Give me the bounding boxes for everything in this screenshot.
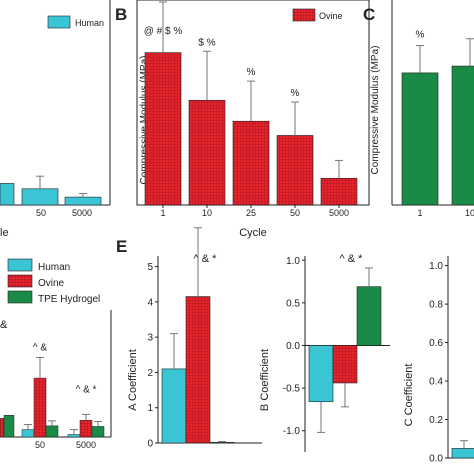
panel-e-y-tick-0: 0 (147, 439, 153, 450)
panel-g-y-tick-2: 0.6 (429, 338, 443, 349)
panel-a-legend-label-human: Human (75, 18, 104, 28)
panel-c-bar-1 (451, 65, 474, 206)
panel-e-y-tick-2: 2 (147, 368, 153, 379)
panel-e-annotation: ^ & * (194, 253, 218, 265)
panel-b-legend-label-ovine: Ovine (319, 11, 343, 21)
panel-g-y-tick-4: 0.2 (429, 415, 443, 426)
panel-f-y-axis-label: B Coefficient (259, 349, 271, 411)
panel-e: E ^ & * A Coefficient 0 1 2 3 4 5 (116, 227, 262, 450)
panel-b-bar-0 (144, 52, 182, 206)
panel-f-y-tick-1: 0.5 (286, 298, 300, 309)
panel-e-letter: E (116, 237, 127, 256)
panel-d-legend-label-human: Human (38, 262, 70, 273)
panel-d: Human Ovine TPE Hydrogel & 50 ^ & 5000 ^ & … (0, 258, 112, 450)
panel-f-y-tick-0: 1.0 (286, 256, 300, 267)
panel-d-annotation-1: ^ & * (76, 385, 97, 396)
panel-c-letter: C (363, 5, 375, 24)
panel-f-bar-tpe (356, 286, 382, 346)
panel-g-y-tick-1: 0.8 (429, 300, 443, 311)
panel-d-legend-swatch-tpe (7, 290, 33, 304)
panel-b-bar-1 (188, 99, 226, 206)
panel-e-y-tick-5: 5 (147, 262, 153, 273)
panel-d-legend-swatch-ovine (7, 274, 33, 288)
panel-e-bar-tpe (209, 441, 235, 444)
panel-f-y-tick-4: -1.0 (283, 426, 301, 437)
panel-d-annotation-0: ^ & (33, 342, 47, 353)
panel-e-bar-human (161, 368, 187, 444)
panel-b-x-tick-3: 50 (290, 208, 300, 218)
panel-d-bar-0-tpe (45, 425, 59, 438)
panel-f: ^ & * B Coefficient 1.0 0.5 0.0 -0.5 -1.0 (259, 253, 390, 452)
panel-f-y-tick-3: -0.5 (283, 384, 301, 395)
panel-b-annotation-2: % (247, 67, 256, 78)
panel-d-bar-1-tpe (91, 426, 105, 438)
panel-d-bar-0-ovine (33, 377, 47, 438)
panel-b: B Compressive Modulus (MPa) Ovine 1 @ # $… (115, 0, 370, 239)
panel-e-y-tick-4: 4 (147, 297, 153, 308)
panel-b-x-tick-4: 5000 (329, 208, 349, 218)
panel-b-annotation-0: @ # $ % (144, 26, 183, 37)
panel-b-y-axis-label: Compressive Modulus (MPa) (139, 56, 150, 185)
panel-d-bar-partial-ovine (0, 418, 5, 438)
panel-f-bar-human (308, 345, 334, 403)
panel-d-bar-partial-tpe (3, 415, 15, 438)
panel-e-y-tick-3: 3 (147, 333, 153, 344)
panel-b-legend-swatch-ovine (292, 8, 316, 22)
panel-d-bar-0-human (21, 429, 35, 438)
panel-a-x-axis-label: le (0, 227, 9, 239)
panel-a: Human 50 5000 le (0, 0, 111, 239)
panel-g-y-tick-5: 0.0 (429, 454, 443, 465)
panel-e-y-tick-1: 1 (147, 403, 153, 414)
panel-a-legend-swatch-human (47, 15, 71, 29)
panel-c-bar-0 (401, 72, 439, 206)
panel-f-annotation: ^ & * (340, 253, 364, 265)
panel-d-bar-1-human (67, 434, 81, 438)
panel-c: C Compressive Modulus (MPa) 1% 10 (363, 0, 474, 218)
panel-a-x-tick-0: 50 (36, 208, 46, 218)
panel-b-x-tick-2: 25 (246, 208, 256, 218)
panel-b-x-tick-0: 1 (160, 208, 165, 218)
panel-b-letter: B (115, 5, 127, 24)
panel-d-legend-swatch-human (7, 258, 33, 272)
panel-e-y-axis-label: A Coefficient (127, 349, 139, 411)
panel-d-corner-annotation: & (0, 319, 8, 331)
panel-d-legend-label-tpe: TPE Hydrogel (38, 294, 100, 305)
panel-f-y-tick-2: 0.0 (286, 341, 300, 352)
panel-d-bar-1-ovine (79, 420, 93, 438)
panel-d-x-tick-1: 5000 (76, 440, 96, 450)
panel-g-y-tick-0: 1.0 (429, 261, 443, 272)
panel-c-annotation-0: % (416, 30, 425, 41)
panel-b-bar-4 (320, 177, 358, 206)
panel-d-legend-label-ovine: Ovine (38, 278, 65, 289)
panel-a-bar-partial (0, 183, 15, 206)
panel-b-bar-2 (232, 120, 270, 206)
panel-f-bar-ovine (332, 345, 358, 384)
panel-a-x-tick-1: 5000 (72, 208, 92, 218)
panel-d-x-tick-0: 50 (35, 440, 45, 450)
panel-b-annotation-3: % (291, 88, 300, 99)
panel-b-x-axis-label: Cycle (239, 227, 267, 239)
panel-b-x-tick-1: 10 (202, 208, 212, 218)
panel-g-y-axis-label: C Coefficient (403, 364, 415, 427)
panel-g-bar-human (451, 448, 474, 459)
panel-e-bar-ovine (185, 296, 211, 444)
panel-g-y-tick-3: 0.4 (429, 377, 443, 388)
panel-c-x-tick-1: 10 (465, 208, 474, 218)
panel-a-bar-1 (64, 196, 102, 206)
panel-g: C Coefficient 1.0 0.8 0.6 0.4 0.2 0.0 (403, 256, 474, 465)
panel-b-bar-3 (276, 135, 314, 206)
panel-a-bar-0 (21, 188, 59, 206)
panel-c-x-tick-0: 1 (417, 208, 422, 218)
panel-b-annotation-1: $ % (198, 37, 215, 48)
panel-c-y-axis-label: Compressive Modulus (MPa) (370, 46, 381, 175)
